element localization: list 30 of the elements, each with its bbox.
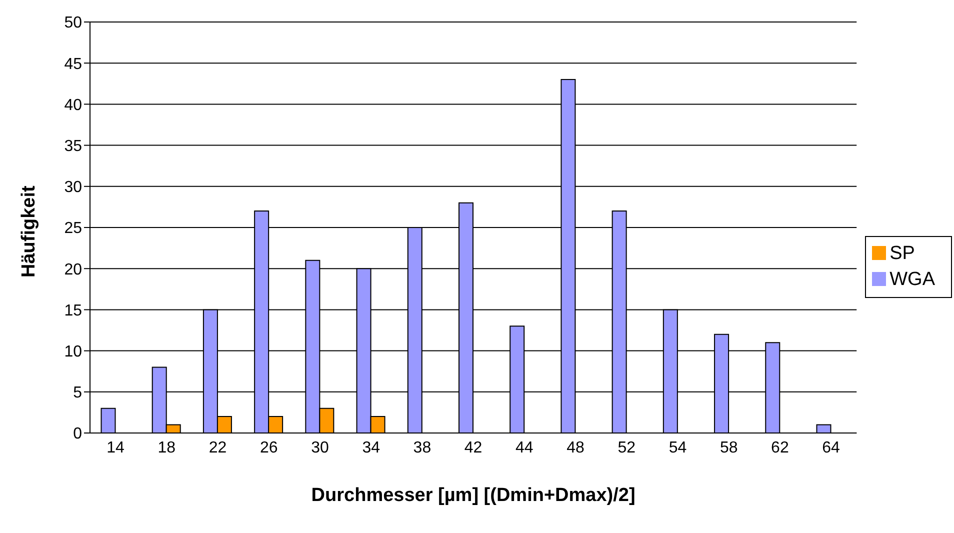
x-tick-label: 62 — [771, 439, 789, 456]
y-tick-label: 20 — [64, 261, 82, 278]
x-tick-label: 44 — [516, 439, 534, 456]
y-tick-label: 50 — [64, 14, 82, 32]
x-tick-label: 22 — [208, 439, 227, 456]
x-tick-label: 54 — [668, 439, 687, 456]
x-tick-label: 64 — [822, 439, 840, 456]
x-tick-label: 52 — [618, 439, 636, 456]
x-tick-label: 58 — [720, 439, 738, 456]
y-tick-label: 40 — [64, 96, 82, 114]
x-tick-label: 42 — [464, 439, 482, 456]
x-tick-label: 30 — [311, 439, 329, 456]
x-tick-label: 26 — [260, 439, 278, 456]
y-axis-title: Häufigkeit — [18, 184, 40, 278]
y-tick-label: 5 — [73, 384, 82, 402]
x-axis-title: Durchmesser [µm] [(Dmin+Dmax)/2] — [311, 485, 636, 506]
y-tick-label: 45 — [64, 56, 82, 73]
y-tick-label: 15 — [64, 302, 82, 320]
y-tick-label: 0 — [73, 426, 82, 443]
y-tick-label: 10 — [64, 343, 82, 360]
y-tick-label: 35 — [64, 138, 82, 155]
x-tick-label: 48 — [566, 439, 585, 456]
legend-label: SP — [890, 242, 915, 264]
x-tick-label: 18 — [158, 439, 176, 456]
y-tick-label: 25 — [64, 220, 82, 238]
x-tick-label: 38 — [413, 439, 432, 456]
x-tick-label: 14 — [106, 439, 125, 456]
y-tick-label: 30 — [64, 179, 82, 196]
x-tick-label: 34 — [362, 439, 380, 456]
legend-label: WGA — [890, 268, 935, 290]
